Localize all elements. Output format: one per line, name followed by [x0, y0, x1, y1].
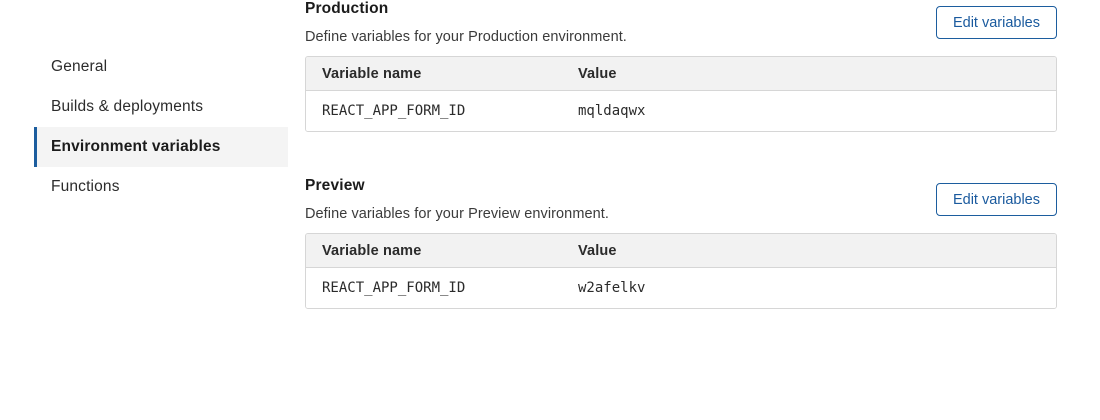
- cell-variable-name: REACT_APP_FORM_ID: [306, 91, 562, 131]
- table-header-row: Variable name Value: [306, 57, 1056, 91]
- sidebar-item-builds-deployments[interactable]: Builds & deployments: [34, 87, 288, 127]
- production-section: Production Define variables for your Pro…: [305, 0, 1057, 132]
- table-header: Variable name Value: [306, 57, 1056, 91]
- production-section-header: Production Define variables for your Pro…: [305, 0, 1057, 56]
- table-row: REACT_APP_FORM_ID w2afelkv: [306, 268, 1056, 308]
- sidebar-item-environment-variables[interactable]: Environment variables: [34, 127, 288, 167]
- table-header-row: Variable name Value: [306, 234, 1056, 268]
- sidebar-item-general[interactable]: General: [34, 47, 288, 87]
- settings-sidebar: General Builds & deployments Environment…: [34, 47, 288, 207]
- preview-description: Define variables for your Preview enviro…: [305, 206, 609, 222]
- cell-variable-value: mqldaqwx: [562, 91, 1056, 131]
- production-variables-table: Variable name Value REACT_APP_FORM_ID mq…: [305, 56, 1057, 132]
- preview-variables-table: Variable name Value REACT_APP_FORM_ID w2…: [305, 233, 1057, 309]
- production-description: Define variables for your Production env…: [305, 29, 627, 45]
- table-header: Variable name Value: [306, 234, 1056, 268]
- cell-variable-name: REACT_APP_FORM_ID: [306, 268, 562, 308]
- sidebar-item-functions[interactable]: Functions: [34, 167, 288, 207]
- sidebar-item-label: General: [51, 58, 108, 75]
- sidebar-item-label: Builds & deployments: [51, 98, 204, 115]
- environment-variables-content: Production Define variables for your Pro…: [305, 0, 1057, 309]
- production-title: Production: [305, 0, 389, 17]
- edit-variables-button-production[interactable]: Edit variables: [935, 6, 1057, 39]
- sidebar-item-label: Environment variables: [51, 138, 221, 155]
- column-header-variable-name: Variable name: [306, 234, 562, 268]
- table-body: REACT_APP_FORM_ID mqldaqwx: [306, 91, 1056, 131]
- active-indicator-bar: [34, 127, 37, 167]
- preview-section-header: Preview Define variables for your Previe…: [305, 177, 1057, 233]
- cell-variable-value: w2afelkv: [562, 268, 1056, 308]
- table-row: REACT_APP_FORM_ID mqldaqwx: [306, 91, 1056, 131]
- table-body: REACT_APP_FORM_ID w2afelkv: [306, 268, 1056, 308]
- preview-section: Preview Define variables for your Previe…: [305, 177, 1057, 309]
- column-header-value: Value: [562, 234, 1056, 268]
- edit-variables-button-preview[interactable]: Edit variables: [935, 183, 1057, 216]
- column-header-variable-name: Variable name: [306, 57, 562, 91]
- section-spacer: [305, 132, 1057, 177]
- column-header-value: Value: [562, 57, 1056, 91]
- sidebar-item-label: Functions: [51, 178, 120, 195]
- preview-title: Preview: [305, 177, 365, 194]
